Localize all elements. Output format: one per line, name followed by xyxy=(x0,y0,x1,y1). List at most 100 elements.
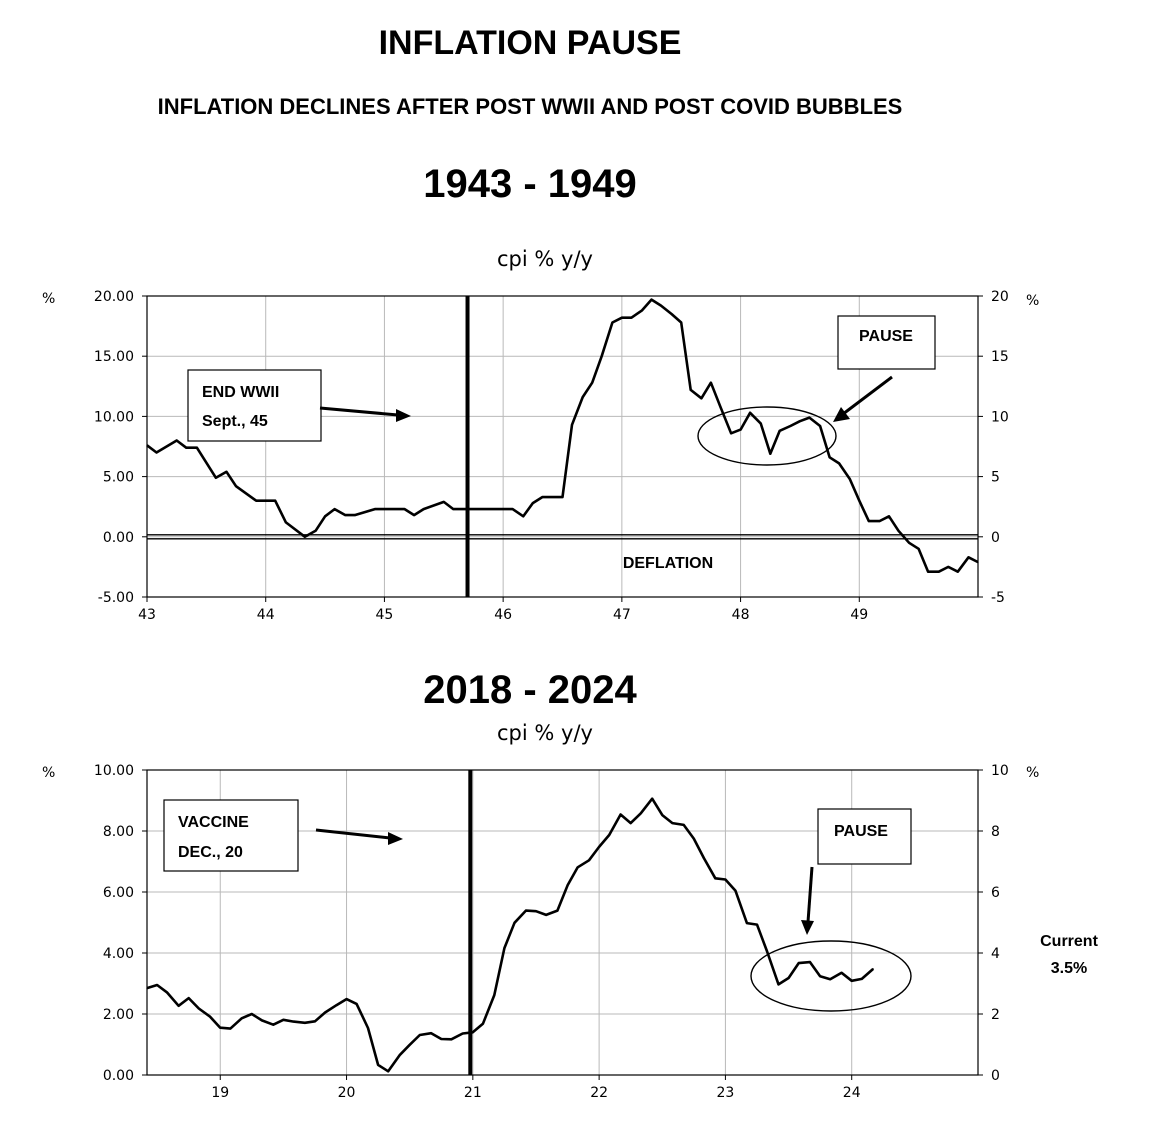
c2-data-point xyxy=(798,962,800,964)
c2-data-point xyxy=(734,890,737,892)
c1-ytick-label-right: 15 xyxy=(991,349,1009,365)
c1-data-point xyxy=(927,571,929,573)
chart2-data-points xyxy=(146,798,874,1072)
chart1-ticks: 20.00 20 15.00 15 10.00 10 5.00 5 0.00 0 -5.00 -5 43… xyxy=(94,289,1009,623)
c2-data-point xyxy=(809,961,811,963)
c1-data-point xyxy=(819,425,821,427)
c2-data-point xyxy=(851,980,853,982)
c2-xtick-label: 20 xyxy=(338,1085,356,1101)
c2-data-point xyxy=(545,914,547,916)
c2-data-point xyxy=(261,1019,263,1022)
c2-data-point xyxy=(450,1038,452,1040)
c2-data-point xyxy=(356,1003,358,1005)
chart2-vaccine-box xyxy=(163,799,299,872)
c2-ytick-label-right: 2 xyxy=(991,1007,1000,1023)
c2-data-point xyxy=(661,814,663,816)
chart1-pause-box xyxy=(837,315,936,370)
c1-xtick-label: 43 xyxy=(138,607,156,623)
c1-data-point xyxy=(947,566,949,568)
c1-data-point xyxy=(235,485,237,487)
c1-data-point xyxy=(512,508,514,510)
c2-data-point xyxy=(188,997,190,999)
c2-data-point xyxy=(746,922,748,924)
c2-data-point xyxy=(198,1007,200,1010)
c1-xtick-label: 44 xyxy=(257,607,275,623)
chart1-pause-ellipse xyxy=(697,406,837,466)
c1-data-point xyxy=(690,389,692,391)
c1-data-point xyxy=(829,456,831,458)
c1-data-point xyxy=(799,420,801,422)
c1-data-point xyxy=(908,542,910,544)
c1-data-point xyxy=(769,453,771,455)
c2-data-point xyxy=(314,1020,316,1022)
c2-data-point xyxy=(387,1070,389,1072)
c1-data-point xyxy=(561,496,564,498)
c2-data-point xyxy=(777,983,780,986)
c2-ytick-label-right: 8 xyxy=(991,824,1000,840)
c2-data-point xyxy=(503,947,506,949)
c2-data-point xyxy=(598,846,600,848)
c2-data-point xyxy=(345,998,348,1000)
c2-data-point xyxy=(462,1032,464,1035)
chart2-arrow-pause-shaft xyxy=(806,866,814,923)
c1-data-point xyxy=(255,500,257,502)
c2-data-point xyxy=(608,834,610,836)
chart2-period-label: 2018 - 2024 xyxy=(423,668,637,712)
c2-data-point xyxy=(430,1032,432,1034)
c2-xtick-label: 23 xyxy=(717,1085,735,1101)
chart2-vaccine-line2: DEC., 20 xyxy=(178,844,243,861)
c1-data-point xyxy=(630,317,632,319)
c1-data-point xyxy=(344,514,346,516)
c2-data-point xyxy=(693,838,695,840)
c1-ytick-label-left: 15.00 xyxy=(94,349,134,365)
c1-ytick-label-right: 10 xyxy=(991,409,1009,425)
c1-xtick-label: 47 xyxy=(613,607,631,623)
chart1-ylabel-right: % xyxy=(1026,293,1039,309)
c2-data-point xyxy=(703,857,705,859)
c1-data-point xyxy=(324,515,326,517)
c1-data-point xyxy=(779,430,781,432)
c2-data-point xyxy=(756,924,758,926)
c1-data-point xyxy=(314,530,317,532)
c2-data-point xyxy=(841,972,843,974)
c1-data-point xyxy=(977,561,979,563)
chart1-pause-label: PAUSE xyxy=(859,328,913,345)
current-label: Current xyxy=(1040,933,1098,950)
c1-data-point xyxy=(466,508,469,510)
c2-data-point xyxy=(829,978,831,980)
c2-data-point xyxy=(440,1038,442,1040)
c2-plot-frame xyxy=(146,769,979,1076)
c2-data-point xyxy=(292,1021,295,1023)
c1-data-point xyxy=(601,355,603,357)
c1-data-point xyxy=(404,508,406,510)
c1-data-point xyxy=(185,447,187,449)
c2-data-point xyxy=(472,1031,474,1033)
chart2-title: cpi % y/y xyxy=(497,721,593,745)
chart2-ylabel-right: % xyxy=(1026,765,1039,781)
c1-data-point xyxy=(749,412,751,414)
c2-data-point xyxy=(577,866,579,868)
chart1-arrow-wwii-head xyxy=(396,409,411,422)
current-value: 3.5% xyxy=(1050,960,1088,977)
chart2-pause-box xyxy=(817,808,912,865)
c1-data-point xyxy=(957,571,959,573)
c2-data-point xyxy=(619,813,622,816)
c1-xtick-label: 46 xyxy=(494,607,512,623)
c1-data-point xyxy=(671,313,673,315)
c1-data-point xyxy=(739,429,742,431)
c2-data-point xyxy=(588,859,590,861)
c1-data-point xyxy=(591,382,593,384)
c2-data-point xyxy=(377,1064,379,1066)
c2-ytick-label-left: 2.00 xyxy=(103,1007,134,1023)
c1-ytick-label-left: 10.00 xyxy=(94,409,134,425)
c1-data-point xyxy=(571,424,573,426)
c2-data-point xyxy=(367,1027,369,1029)
c1-data-point xyxy=(849,478,851,480)
c2-data-point xyxy=(556,910,559,912)
c1-data-point xyxy=(621,317,623,319)
c1-data-point xyxy=(897,530,900,532)
c1-data-point xyxy=(700,397,702,399)
c1-data-point xyxy=(383,508,386,510)
c2-ytick-label-right: 0 xyxy=(991,1068,1000,1084)
c1-data-point xyxy=(452,508,454,510)
